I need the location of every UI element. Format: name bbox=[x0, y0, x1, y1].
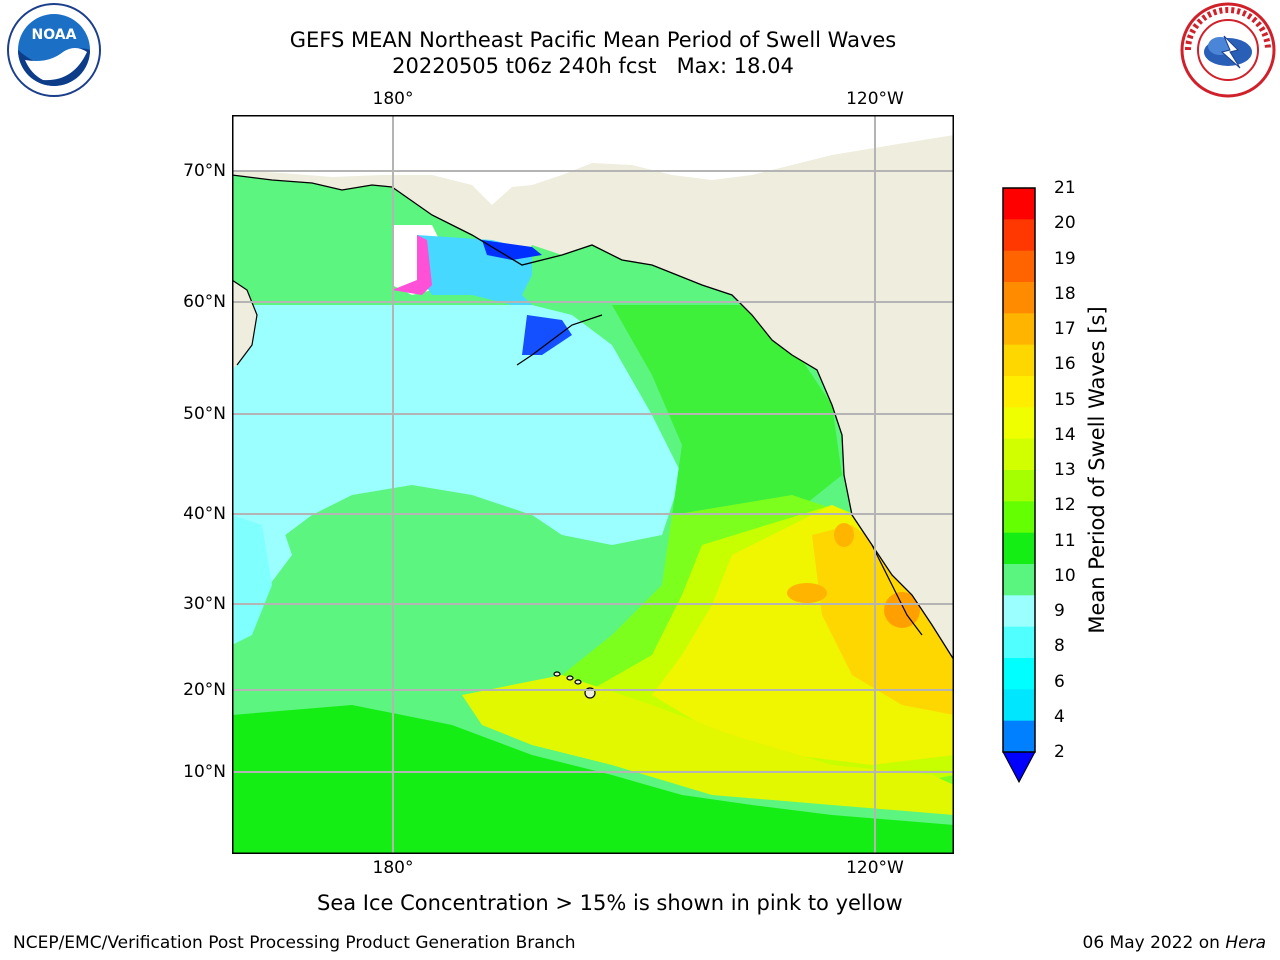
colorbar-tick-label: 14 bbox=[1054, 424, 1076, 445]
lat-label-10n: 10°N bbox=[183, 762, 226, 782]
period-13-15s-band bbox=[462, 675, 954, 815]
colorbar-band bbox=[1003, 188, 1035, 220]
period-16-17s-spot-c bbox=[834, 523, 854, 547]
noaa-logo: NOAA bbox=[7, 3, 101, 97]
footer-credit: NCEP/EMC/Verification Post Processing Pr… bbox=[13, 933, 576, 953]
colorbar-tick-label: 8 bbox=[1054, 636, 1065, 657]
lon-label-bottom-180: 180° bbox=[372, 858, 414, 878]
sea-ice-bering-blue bbox=[482, 240, 542, 260]
colorbar-band bbox=[1003, 658, 1035, 690]
coastline-baja bbox=[871, 544, 923, 636]
colorbar-tick-label: 18 bbox=[1054, 283, 1076, 304]
period-16-17s-spot-a bbox=[787, 583, 827, 603]
colorbar-band bbox=[1003, 501, 1035, 534]
coastline-aleutians bbox=[516, 314, 603, 366]
colorbar-tick-label: 11 bbox=[1054, 530, 1076, 551]
colorbar-band bbox=[1003, 282, 1035, 314]
colorbar-band bbox=[1003, 344, 1035, 377]
colorbar-tick-label: 10 bbox=[1054, 565, 1076, 586]
footer-date-text: 06 May 2022 on bbox=[1082, 933, 1226, 953]
period-10-11s-coast bbox=[612, 305, 842, 535]
colorbar-band bbox=[1003, 564, 1035, 596]
lon-label-top-180: 180° bbox=[372, 89, 414, 109]
colorbar-tick-label: 9 bbox=[1054, 601, 1065, 621]
lat-label-50n: 50°N bbox=[183, 404, 226, 424]
colorbar-tick-label: 13 bbox=[1054, 460, 1076, 480]
chart-subtitle: 20220505 t06z 240h fcst Max: 18.04 bbox=[392, 54, 794, 78]
colorbar-band bbox=[1003, 407, 1035, 440]
footer-date: 06 May 2022 on Hera bbox=[1083, 933, 1267, 953]
footer-host: Hera bbox=[1225, 933, 1266, 953]
colorbar-bands bbox=[1003, 188, 1035, 753]
colorbar-tick-label: 12 bbox=[1054, 495, 1076, 516]
lat-label-40n: 40°N bbox=[183, 504, 226, 524]
period-8-9s-region bbox=[232, 305, 682, 575]
coastline-alaska bbox=[232, 174, 954, 661]
colorbar-band bbox=[1003, 720, 1035, 753]
lat-label-60n: 60°N bbox=[183, 292, 226, 312]
colorbar-label: Mean Period of Swell Waves [s] bbox=[1085, 306, 1109, 634]
colorbar-band bbox=[1003, 689, 1035, 722]
colorbar-tick-label: 16 bbox=[1054, 354, 1076, 375]
lon-label-bottom-120w: 120°W bbox=[846, 858, 904, 878]
period-15-16s-coast bbox=[812, 525, 954, 715]
ice-free-white-arctic bbox=[232, 115, 954, 205]
colorbar-band bbox=[1003, 626, 1035, 659]
period-16-17s-spot-b bbox=[884, 592, 920, 628]
colorbar-band bbox=[1003, 532, 1035, 565]
colorbar-tick-label: 21 bbox=[1054, 178, 1076, 198]
colorbar-band bbox=[1003, 219, 1035, 252]
noaa-logo-text: NOAA bbox=[32, 27, 77, 43]
lat-label-70n: 70°N bbox=[183, 161, 226, 181]
sea-ice-bering-edge bbox=[392, 235, 432, 295]
colorbar-band bbox=[1003, 313, 1035, 346]
lat-label-20n: 20°N bbox=[183, 680, 226, 700]
colorbar-band bbox=[1003, 595, 1035, 628]
sea-ice-cook-inlet bbox=[522, 315, 572, 355]
colorbar-tick-label: 2 bbox=[1054, 742, 1065, 762]
chart-title: GEFS MEAN Northeast Pacific Mean Period … bbox=[289, 28, 897, 52]
period-8-9s-patch-sw bbox=[232, 515, 272, 645]
colorbar-band bbox=[1003, 470, 1035, 502]
nws-logo bbox=[1180, 2, 1276, 98]
coastline-kamchatka bbox=[232, 279, 258, 366]
swell-period-map bbox=[232, 115, 954, 854]
colorbar-tick-label: 15 bbox=[1054, 389, 1076, 410]
colorbar-tick-label: 4 bbox=[1054, 706, 1065, 727]
lon-label-top-120w: 120°W bbox=[846, 89, 904, 109]
colorbar-band bbox=[1003, 376, 1035, 408]
colorbar-band bbox=[1003, 250, 1035, 283]
colorbar-tick-label: 6 bbox=[1054, 671, 1065, 692]
colorbar-tick-label: 17 bbox=[1054, 319, 1076, 339]
colorbar-extend-triangle bbox=[1002, 751, 1036, 784]
colorbar-tick-label: 20 bbox=[1054, 213, 1076, 234]
colorbar-band bbox=[1003, 438, 1035, 471]
period-10-11s-south bbox=[232, 705, 954, 854]
graticule bbox=[232, 115, 954, 854]
lat-label-30n: 30°N bbox=[183, 594, 226, 614]
colorbar-frame bbox=[1002, 187, 1036, 753]
colorbar-tick-label: 19 bbox=[1054, 248, 1076, 269]
land-north bbox=[232, 115, 954, 660]
sea-ice-footnote: Sea Ice Concentration > 15% is shown in … bbox=[317, 891, 903, 915]
colorbar bbox=[1002, 187, 1036, 784]
map-frame bbox=[232, 115, 954, 854]
